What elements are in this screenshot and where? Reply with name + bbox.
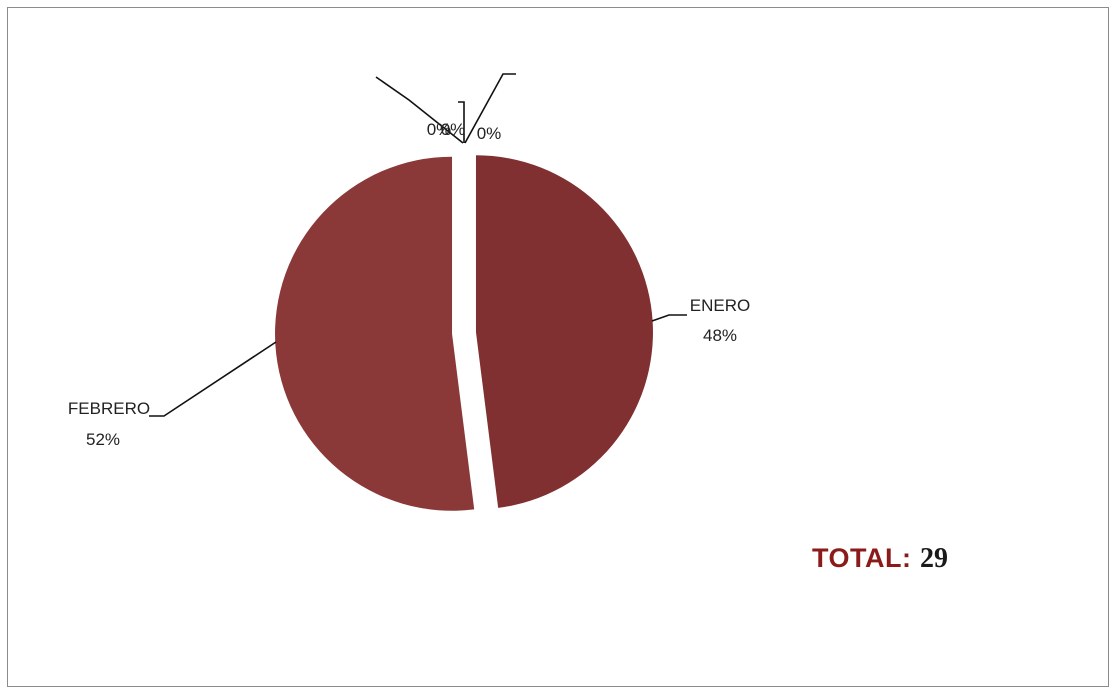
total-label: TOTAL:	[812, 543, 912, 573]
slice-percent: 0%	[477, 124, 502, 143]
slice-label: FEBRERO	[68, 399, 150, 418]
slice-percent: 0%	[441, 120, 466, 139]
leader-line	[458, 101, 465, 143]
total-value: 29	[919, 543, 948, 574]
pie-slice	[275, 156, 475, 511]
slice-percent: 0%	[427, 120, 452, 139]
slice-label: ENERO	[690, 296, 750, 315]
leader-line	[651, 314, 687, 322]
slice-percent: 48%	[703, 326, 737, 345]
leader-line	[464, 73, 516, 144]
pie-slice	[475, 155, 653, 508]
leader-line	[375, 76, 464, 144]
slice-percent: 52%	[86, 430, 120, 449]
chart-frame: ENERO 48% FEBRERO 52% 0% 0% 0% TOTAL: 29	[7, 7, 1109, 687]
total-row: TOTAL: 29	[812, 543, 948, 575]
leader-line	[149, 341, 277, 417]
